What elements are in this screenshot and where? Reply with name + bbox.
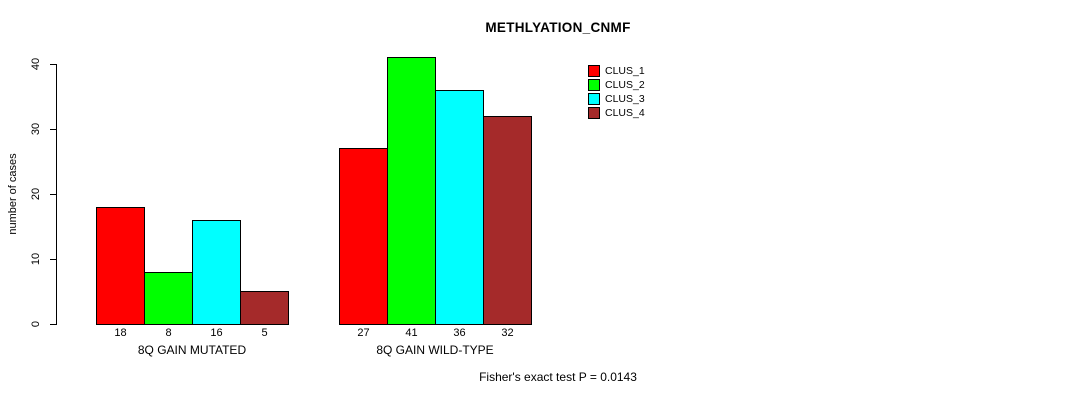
bar-clus_4-group2 bbox=[483, 116, 532, 325]
chart-title: METHLYATION_CNMF bbox=[485, 20, 631, 35]
legend-item: CLUS_3 bbox=[588, 92, 645, 106]
bar-clus_1-group1 bbox=[96, 207, 145, 325]
y-tick-label: 20 bbox=[30, 187, 42, 201]
legend-swatch-clus_2 bbox=[588, 79, 600, 91]
legend-item: CLUS_4 bbox=[588, 106, 645, 120]
y-tick-label: 30 bbox=[30, 122, 42, 136]
y-tick-label: 40 bbox=[30, 57, 42, 71]
bar-value-label: 41 bbox=[405, 327, 418, 339]
bar-value-label: 5 bbox=[261, 327, 268, 339]
bar-value-label: 27 bbox=[357, 327, 370, 339]
bar-clus_2-group1 bbox=[144, 272, 193, 325]
legend-label: CLUS_3 bbox=[605, 93, 645, 105]
legend-swatch-clus_4 bbox=[588, 107, 600, 119]
y-tick-mark bbox=[50, 194, 57, 195]
legend-label: CLUS_4 bbox=[605, 107, 645, 119]
x-group-label: 8Q GAIN WILD-TYPE bbox=[376, 343, 494, 357]
legend-item: CLUS_2 bbox=[588, 78, 645, 92]
annotation-text: Fisher's exact test P = 0.0143 bbox=[479, 370, 637, 384]
y-tick-label: 10 bbox=[30, 252, 42, 266]
x-group-label: 8Q GAIN MUTATED bbox=[137, 343, 247, 357]
y-tick-mark bbox=[50, 129, 57, 130]
y-tick-mark bbox=[50, 259, 57, 260]
legend-swatch-clus_3 bbox=[588, 93, 600, 105]
bar-value-label: 8 bbox=[165, 327, 172, 339]
bar-clus_3-group2 bbox=[435, 90, 484, 325]
legend-item: CLUS_1 bbox=[588, 64, 645, 78]
legend-swatch-clus_1 bbox=[588, 65, 600, 77]
bar-value-label: 32 bbox=[501, 327, 514, 339]
y-tick-mark bbox=[50, 64, 57, 65]
legend-label: CLUS_2 bbox=[605, 79, 645, 91]
bar-value-label: 18 bbox=[114, 327, 127, 339]
bar-value-label: 36 bbox=[453, 327, 466, 339]
legend-label: CLUS_1 bbox=[605, 65, 645, 77]
y-tick-mark bbox=[50, 324, 57, 325]
bar-clus_4-group1 bbox=[240, 291, 289, 325]
bar-value-label: 16 bbox=[210, 327, 223, 339]
bar-clus_2-group2 bbox=[387, 57, 436, 325]
bar-clus_3-group1 bbox=[192, 220, 241, 325]
bar-clus_1-group2 bbox=[339, 148, 388, 325]
y-tick-label: 0 bbox=[30, 320, 42, 328]
legend: CLUS_1 CLUS_2 CLUS_3 CLUS_4 bbox=[588, 64, 645, 120]
